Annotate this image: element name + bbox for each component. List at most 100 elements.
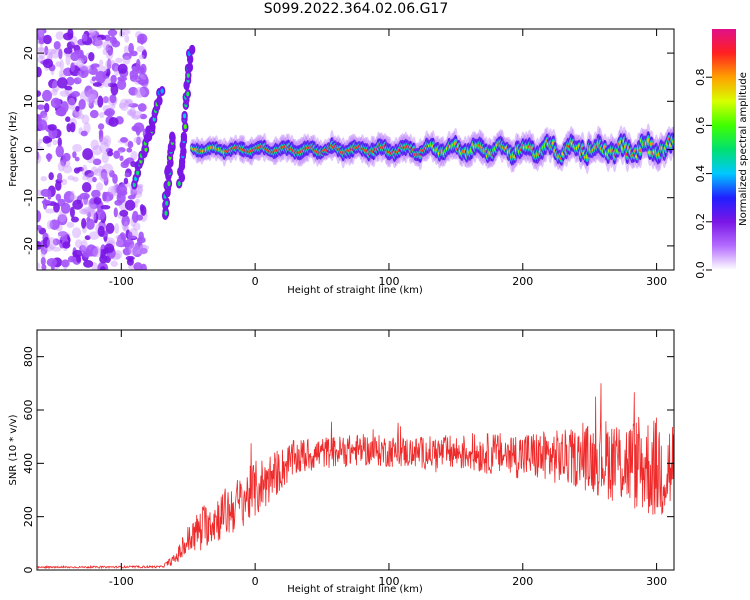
noise-blob [40,175,48,182]
ridge-core [648,150,652,155]
noise-blob [56,172,63,182]
noise-blob [86,88,98,101]
noise-blob [89,29,97,35]
noise-blob [118,31,125,38]
noise-blob [139,113,148,120]
noise-blob [97,225,105,237]
noise-blob [89,109,99,119]
spectrogram-y-tick-label: -10 [22,189,35,207]
noise-blob [65,53,71,66]
noise-blob [80,199,91,206]
noise-blob [42,236,51,248]
colorbar-label: Normalized spectral amplitude [738,72,749,226]
noise-blob [128,103,139,108]
noise-blob [50,97,62,109]
noise-blob [132,110,143,119]
noise-blob [123,221,129,232]
noise-blob [37,210,42,223]
arc-mark-inner [165,200,169,206]
noise-blob [113,150,121,159]
noise-blob [41,264,47,270]
noise-blob [70,51,80,62]
snr-x-tick-label: 300 [646,575,667,588]
noise-blob [105,222,115,234]
noise-blob [83,194,89,205]
noise-blob [121,215,130,227]
noise-blob [91,209,97,222]
noise-blob [57,214,68,226]
noise-blob [119,29,131,36]
noise-blob [133,222,141,231]
noise-blob [93,197,102,205]
spectrogram-y-tick-label: 20 [22,46,35,60]
noise-blob [115,234,122,240]
noise-blob [55,31,64,40]
noise-blob [66,41,76,49]
noise-blob [123,45,129,55]
noise-blob [70,190,75,201]
noise-blob [67,175,75,181]
noise-blob [119,155,124,162]
noise-blob [119,209,129,217]
noise-blob [111,103,116,110]
noise-blob [66,221,75,229]
noise-blob [55,108,67,117]
colorbar-tick-label: 0.4 [694,165,707,183]
snr-y-tick-label: 0 [22,567,35,574]
noise-blob [61,178,68,186]
noise-blob [66,76,75,86]
noise-blob [81,114,90,125]
noise-blob [99,142,110,154]
noise-blob [90,166,98,176]
noise-blob [37,146,44,152]
noise-blob [57,231,68,237]
noise-blob [137,183,144,189]
noise-blob [59,90,70,97]
noise-blob [41,199,52,205]
noise-blob [50,48,61,59]
noise-blob [123,177,129,185]
ridge-core [646,138,650,143]
noise-blob [102,191,107,202]
noise-blob [74,156,80,162]
noise-blob [90,139,99,150]
spectrogram-y-tick-label: 10 [22,94,35,108]
noise-blob [103,96,109,104]
noise-blob [67,29,74,40]
noise-blob [78,65,89,78]
noise-blob [72,199,84,210]
noise-blob [38,29,44,38]
noise-blob [136,45,145,53]
noise-blob [92,39,103,47]
noise-blob [92,176,97,183]
noise-blob [106,150,114,157]
noise-blob [87,93,98,104]
noise-blob [105,59,113,69]
noise-blob [137,38,145,44]
noise-blob [119,98,129,111]
noise-blob [130,187,138,197]
noise-blob [37,153,42,164]
noise-blob [77,70,82,81]
noise-blob [126,109,136,117]
noise-blob [124,172,130,178]
noise-blob [81,182,92,193]
noise-blob [91,76,97,82]
noise-blob [104,34,111,42]
noise-blob [99,59,104,66]
noise-blob [114,250,123,260]
noise-blob [86,65,92,72]
noise-blob [40,250,46,258]
noise-blob [41,89,53,102]
noise-blob [37,90,42,97]
noise-blob [84,235,91,241]
spectrogram-x-tick-label: 300 [646,275,667,288]
noise-blob [135,58,141,72]
noise-blob [98,111,105,119]
noise-blob [46,219,53,230]
noise-blob [37,262,41,270]
noise-blob [40,256,46,266]
arc-mark-inner [186,72,190,78]
noise-blob [127,110,133,116]
noise-blob [81,33,88,42]
